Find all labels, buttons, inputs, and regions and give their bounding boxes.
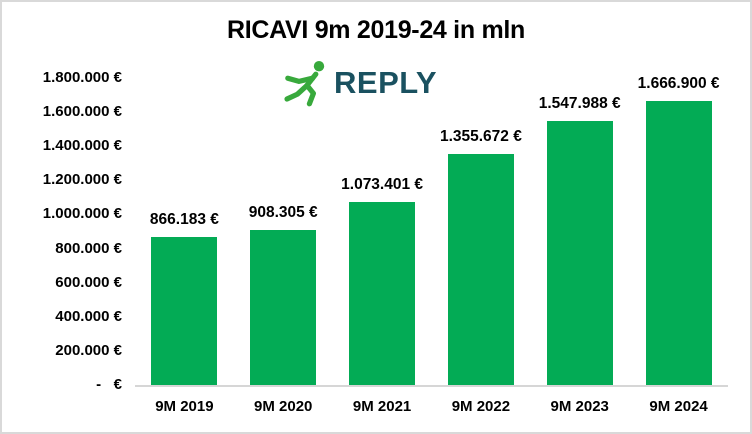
bar-value-label: 908.305 € — [248, 204, 318, 221]
x-axis-category-label: 9M 2021 — [352, 398, 412, 415]
y-axis-tick-label: 1.600.000 € — [42, 103, 122, 121]
y-axis-tick-label: 1.400.000 € — [42, 137, 122, 155]
bar-value-label: 866.183 € — [149, 211, 219, 228]
bar-9m-2022 — [447, 154, 514, 385]
bar-value-label: 1.073.401 € — [341, 176, 424, 193]
bar-9m-2023 — [546, 121, 613, 385]
x-axis-category-label: 9M 2023 — [550, 398, 609, 415]
bar-9m-2019 — [151, 237, 218, 385]
y-axis-tick-label: 600.000 € — [55, 273, 122, 291]
plot-area: 866.183 € 908.305 € 1.073.401 € 1.355.672 €… — [135, 75, 728, 385]
bar-9m-2024 — [645, 101, 712, 385]
bar-9m-2021 — [349, 202, 416, 385]
x-axis-category-label: 9M 2019 — [155, 398, 214, 415]
reply-logo-text: REPLY — [334, 65, 438, 100]
runner-icon — [284, 61, 325, 107]
x-axis-category-label: 9M 2022 — [451, 398, 511, 415]
x-axis-category-label: 9M 2024 — [649, 398, 708, 415]
bar-value-label: 1.547.988 € — [538, 95, 621, 112]
y-axis-tick-label: 1.000.000 € — [42, 205, 122, 223]
y-axis-tick-label: 200.000 € — [55, 341, 122, 359]
y-axis-tick-label: - € — [96, 376, 122, 393]
chart-title: RICAVI 9m 2019-24 in mln — [226, 16, 525, 44]
x-axis-category-label: 9M 2020 — [254, 398, 313, 415]
bar-value-label: 1.355.672 € — [439, 128, 522, 145]
bar-9m-2020 — [250, 230, 317, 385]
bar-value-label: 1.666.900 € — [637, 75, 720, 92]
x-axis-line — [135, 385, 728, 387]
y-axis-tick-label: 1.200.000 € — [42, 171, 122, 189]
y-axis-tick-label: 400.000 € — [55, 307, 122, 325]
reply-logo: REPLY — [283, 58, 437, 108]
y-axis-tick-label: 800.000 € — [55, 239, 122, 257]
y-axis-tick-label: 1.800.000 € — [42, 69, 122, 86]
